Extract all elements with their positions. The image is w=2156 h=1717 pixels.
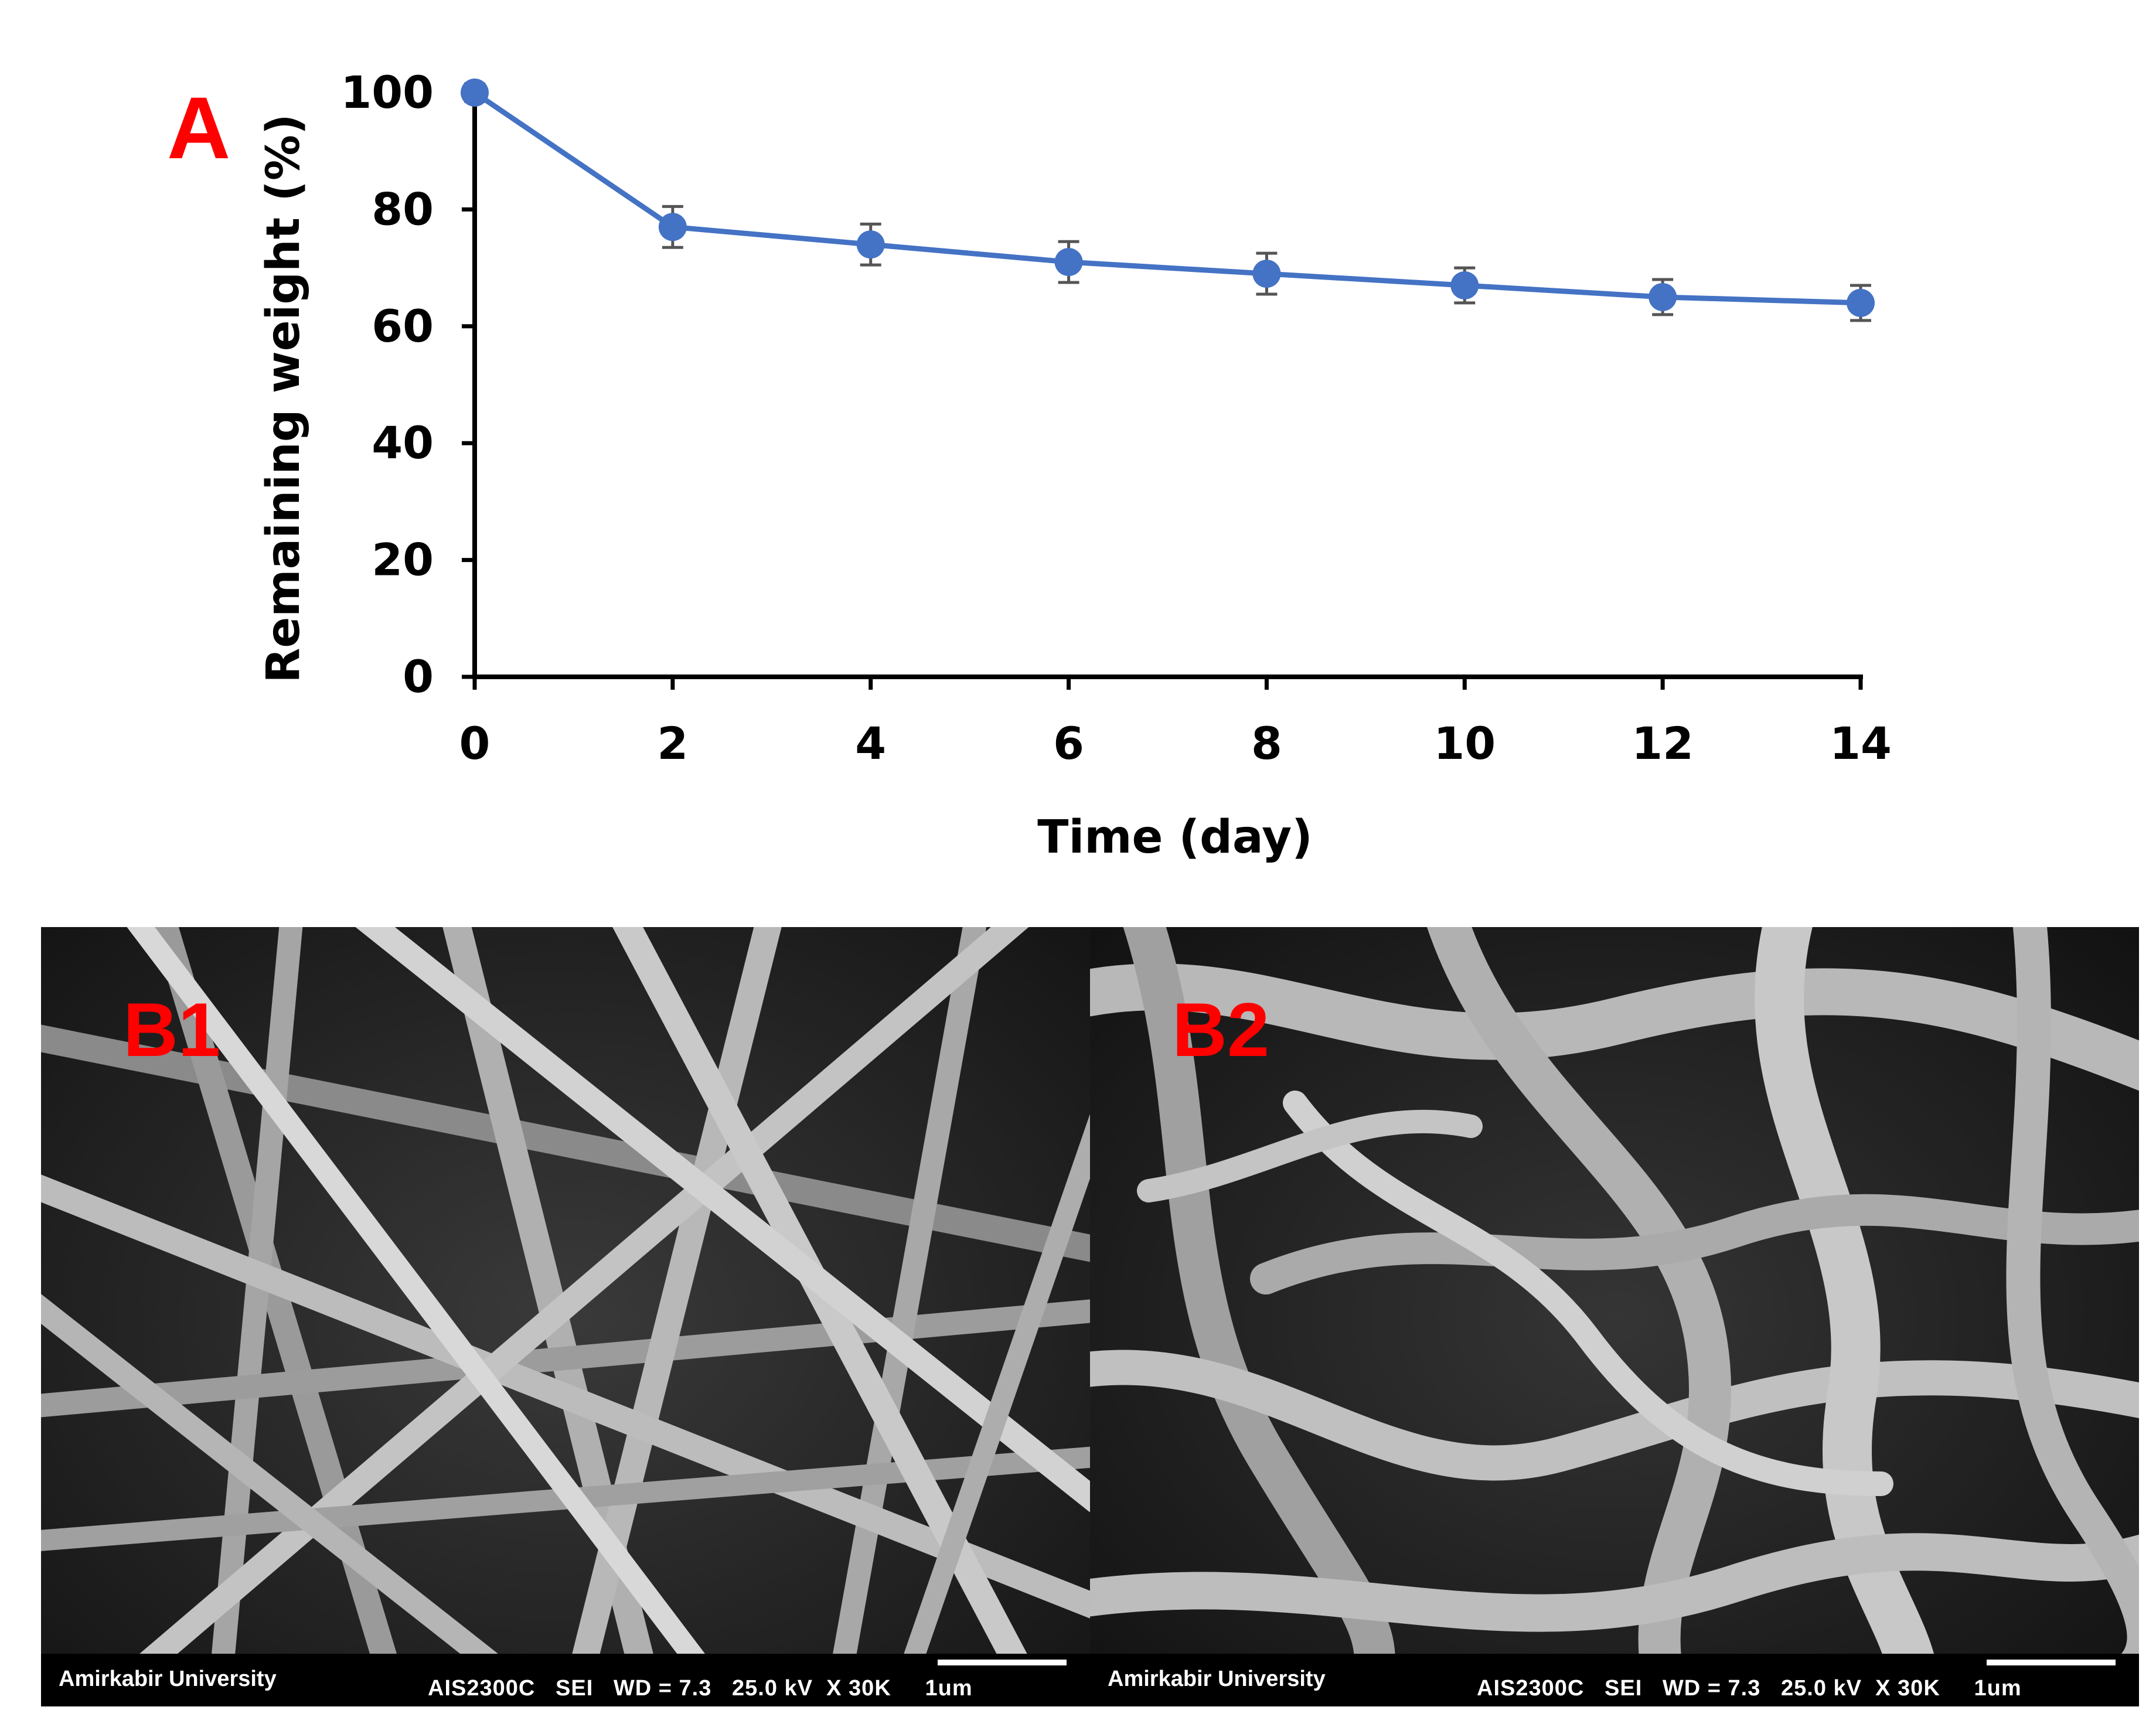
sem-label-b2: B2 — [1172, 987, 1270, 1072]
y-tick-label: 80 — [372, 183, 434, 235]
sem-label-b1: B1 — [123, 987, 221, 1072]
x-tick-label: 2 — [657, 717, 688, 769]
scale-bar-b2 — [1987, 1660, 2116, 1665]
y-tick-label: 100 — [340, 66, 434, 118]
data-point — [856, 230, 885, 259]
data-point — [1054, 248, 1083, 277]
data-point — [1450, 271, 1479, 300]
panel-a-label: A — [167, 79, 230, 177]
x-tick-label: 12 — [1632, 717, 1694, 769]
data-point — [1252, 260, 1281, 288]
sem-meta-b2: AIS2300C SEI WD = 7.3 25.0 kV X 30K 1um — [1477, 1676, 2022, 1701]
y-tick-label: 20 — [372, 534, 434, 586]
sem-org-b2: Amirkabir University — [1108, 1667, 1326, 1691]
chart-ticks: 0 20 40 60 80 100 0 2 4 6 8 10 12 14 — [340, 66, 1892, 769]
data-point — [1648, 282, 1677, 311]
sem-meta-b1: AIS2300C SEI WD = 7.3 25.0 kV X 30K 1um — [428, 1676, 973, 1701]
x-tick-label: 6 — [1053, 717, 1084, 769]
sem-org-b1: Amirkabir University — [59, 1667, 277, 1691]
x-tick-label: 14 — [1830, 717, 1892, 769]
data-point — [658, 213, 687, 241]
sem-info-bar-b1: Amirkabir University AIS2300C SEI WD = 7… — [41, 1654, 1090, 1706]
chart-series — [461, 79, 1875, 322]
sem-info-bar-b2: Amirkabir University AIS2300C SEI WD = 7… — [1090, 1654, 2139, 1706]
scale-bar-b1 — [938, 1660, 1067, 1665]
x-tick-label: 4 — [855, 717, 886, 769]
sem-fibers-b2 — [1090, 927, 2139, 1706]
data-point — [1847, 288, 1875, 317]
x-tick-label: 10 — [1433, 717, 1496, 769]
y-tick-label: 60 — [372, 300, 434, 352]
data-point — [461, 79, 489, 107]
x-tick-label: 8 — [1251, 717, 1282, 769]
sem-fibers-b1 — [41, 927, 1090, 1706]
y-tick-label: 40 — [372, 417, 434, 469]
chart-axes — [472, 87, 1863, 679]
y-tick-label: 0 — [403, 650, 434, 703]
x-tick-label: 0 — [459, 717, 491, 769]
series-line — [473, 90, 1861, 306]
y-axis-title: Remaining weight (%) — [257, 114, 310, 683]
x-axis-title: Time (day) — [1037, 811, 1313, 864]
sem-image-b1: B1 Amirkabir University AIS2300C SEI WD … — [41, 927, 1090, 1706]
degradation-chart: A 0 20 40 60 80 100 0 2 4 6 8 10 12 14 Time (day) Rem… — [167, 66, 1892, 864]
sem-image-b2: B2 Amirkabir University AIS2300C SEI WD … — [1090, 927, 2139, 1706]
